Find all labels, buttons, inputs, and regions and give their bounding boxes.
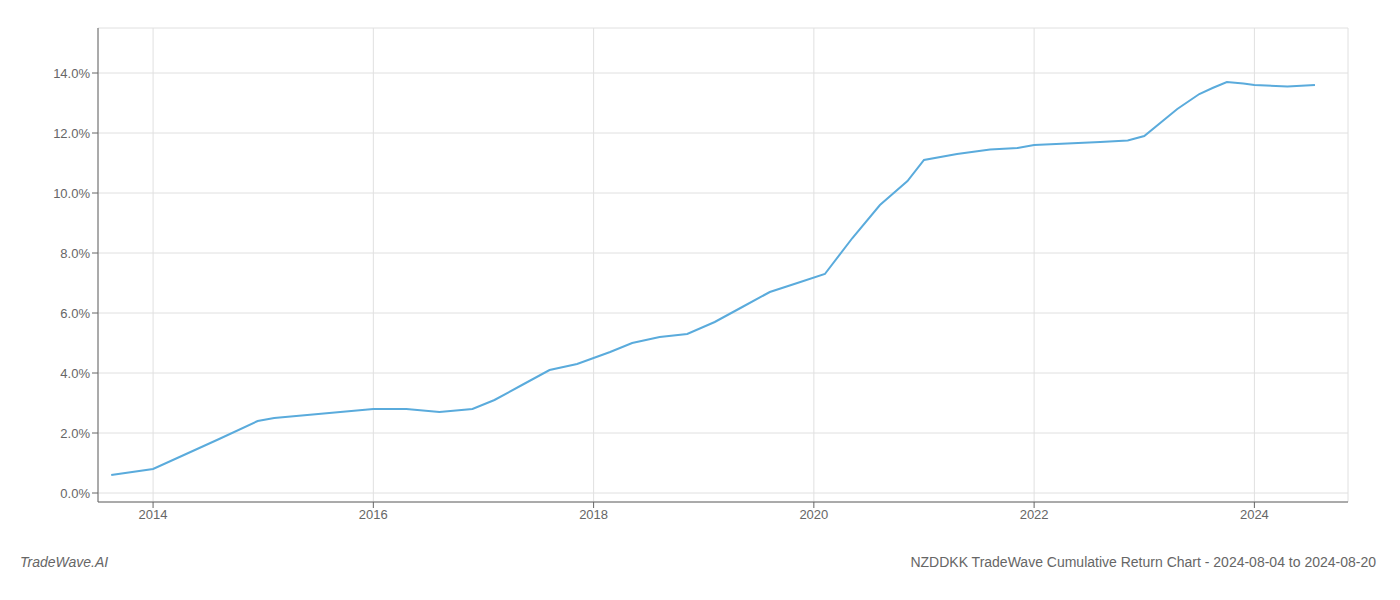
svg-text:2018: 2018 (579, 507, 608, 522)
svg-text:0.0%: 0.0% (60, 486, 90, 501)
svg-text:2022: 2022 (1020, 507, 1049, 522)
svg-text:2024: 2024 (1240, 507, 1269, 522)
html-text:NZDDKK TradeWave Cumulative Re: NZDDKK TradeWave Cumulative Return Chart… (910, 554, 1376, 570)
svg-text:14.0%: 14.0% (53, 66, 90, 81)
svg-text:8.0%: 8.0% (60, 246, 90, 261)
svg-text:2016: 2016 (359, 507, 388, 522)
svg-text:2014: 2014 (139, 507, 168, 522)
svg-text:6.0%: 6.0% (60, 306, 90, 321)
svg-text:2020: 2020 (799, 507, 828, 522)
svg-text:12.0%: 12.0% (53, 126, 90, 141)
svg-text:2.0%: 2.0% (60, 426, 90, 441)
svg-text:4.0%: 4.0% (60, 366, 90, 381)
svg-text:10.0%: 10.0% (53, 186, 90, 201)
html-text:TradeWave.AI: TradeWave.AI (20, 554, 109, 570)
